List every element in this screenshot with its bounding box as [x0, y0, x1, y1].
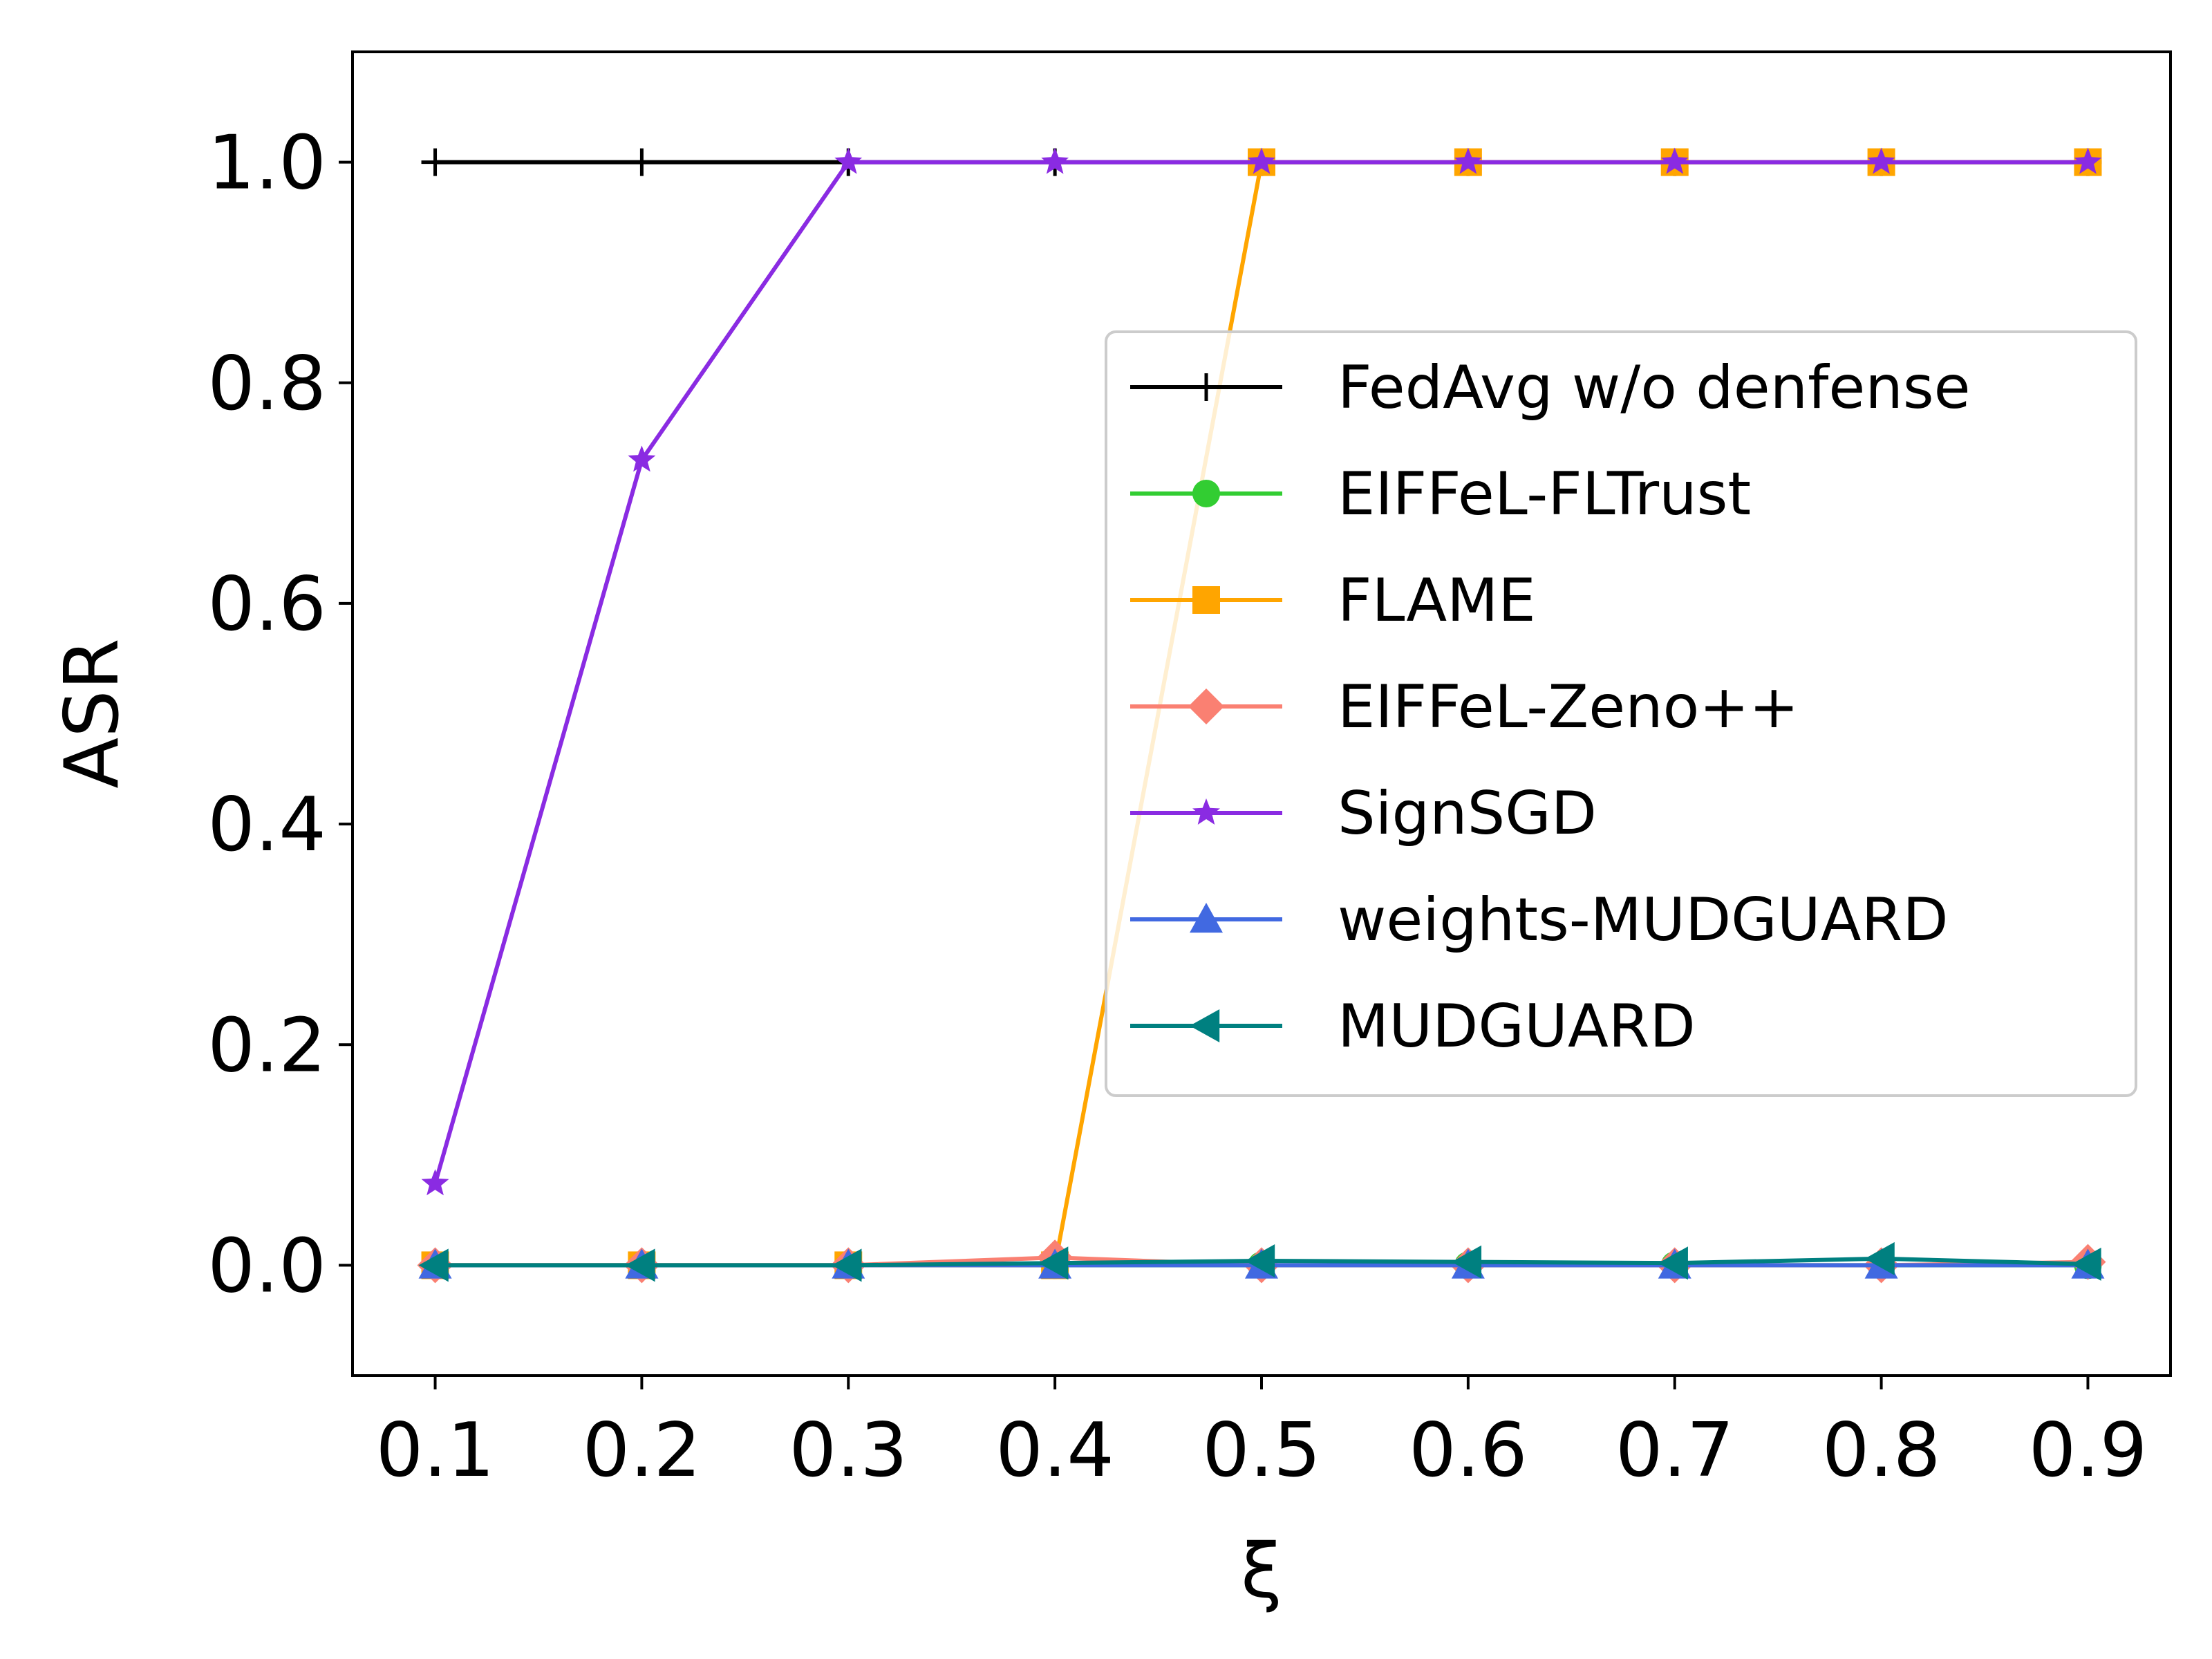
data-point: [1660, 147, 1689, 174]
data-point: [2074, 147, 2102, 174]
legend: FedAvg w/o denfense EIFFeL-FLTrust FLAME EI…: [1105, 330, 2137, 1097]
x-tick-label: 0.7: [1615, 1407, 1734, 1494]
legend-marker: [1190, 1009, 1220, 1042]
data-point: [2071, 1247, 2101, 1281]
y-tick-label: 0.4: [207, 782, 326, 868]
x-tick-label: 0.3: [789, 1407, 908, 1494]
legend-marker: [1192, 798, 1220, 825]
y-tick-label: 0.6: [207, 561, 326, 648]
x-axis-title: ξ: [1241, 1528, 1282, 1615]
legend-label: SignSGD: [1338, 779, 1597, 848]
x-tick-label: 0.4: [995, 1407, 1114, 1494]
x-tick-label: 0.1: [376, 1407, 495, 1494]
data-point: [1038, 1246, 1069, 1280]
y-axis-title: ASR: [49, 638, 135, 788]
data-point: [832, 1248, 862, 1282]
data-point: [418, 1248, 449, 1282]
legend-label: FedAvg w/o denfense: [1338, 353, 1971, 422]
data-point: [1454, 147, 1482, 174]
y-tick-label: 0.2: [207, 1002, 326, 1089]
data-point: [1041, 147, 1069, 174]
legend-frame: [1105, 330, 2137, 1097]
data-point: [625, 1248, 655, 1282]
legend-label: MUDGUARD: [1338, 992, 1696, 1061]
data-point: [1248, 147, 1275, 174]
data-point: [834, 147, 863, 174]
data-point: [1245, 1244, 1275, 1278]
data-point: [628, 148, 656, 176]
x-tick-label: 0.2: [583, 1407, 702, 1494]
legend-marker: [1192, 480, 1220, 507]
legend-label: EIFFeL-Zeno++: [1338, 673, 1799, 742]
x-tick-label: 0.5: [1202, 1407, 1321, 1494]
y-tick-label: 1.0: [207, 120, 326, 207]
data-point: [1867, 147, 1895, 174]
x-tick-label: 0.9: [2029, 1407, 2148, 1494]
legend-marker: [1188, 688, 1224, 724]
legend-label: EIFFeL-FLTrust: [1338, 460, 1751, 529]
data-point: [1658, 1246, 1688, 1280]
legend-marker: [1192, 586, 1220, 614]
x-tick-label: 0.8: [1822, 1407, 1941, 1494]
y-tick-label: 0.0: [207, 1223, 326, 1309]
legend-marker: [1192, 373, 1220, 401]
x-axis-ticks: 0.1 0.2 0.3 0.4 0.5 0.6 0.7 0.8 0.9: [376, 1376, 2148, 1494]
legend-marker: [1190, 903, 1223, 933]
data-point: [628, 445, 656, 472]
y-tick-label: 0.8: [207, 341, 326, 427]
y-axis-ticks: 0.0 0.2 0.4 0.6 0.8 1.0: [207, 120, 353, 1309]
data-point: [1864, 1241, 1895, 1275]
plot-area: [417, 147, 2106, 1284]
data-point: [421, 1169, 449, 1196]
legend-label: FLAME: [1338, 566, 1536, 635]
data-point: [421, 148, 449, 176]
series-4: [421, 147, 2102, 1196]
series-6: [418, 1241, 2101, 1282]
legend-label: weights-MUDGUARD: [1338, 885, 1949, 955]
x-tick-label: 0.6: [1409, 1407, 1528, 1494]
data-point: [1451, 1245, 1482, 1279]
